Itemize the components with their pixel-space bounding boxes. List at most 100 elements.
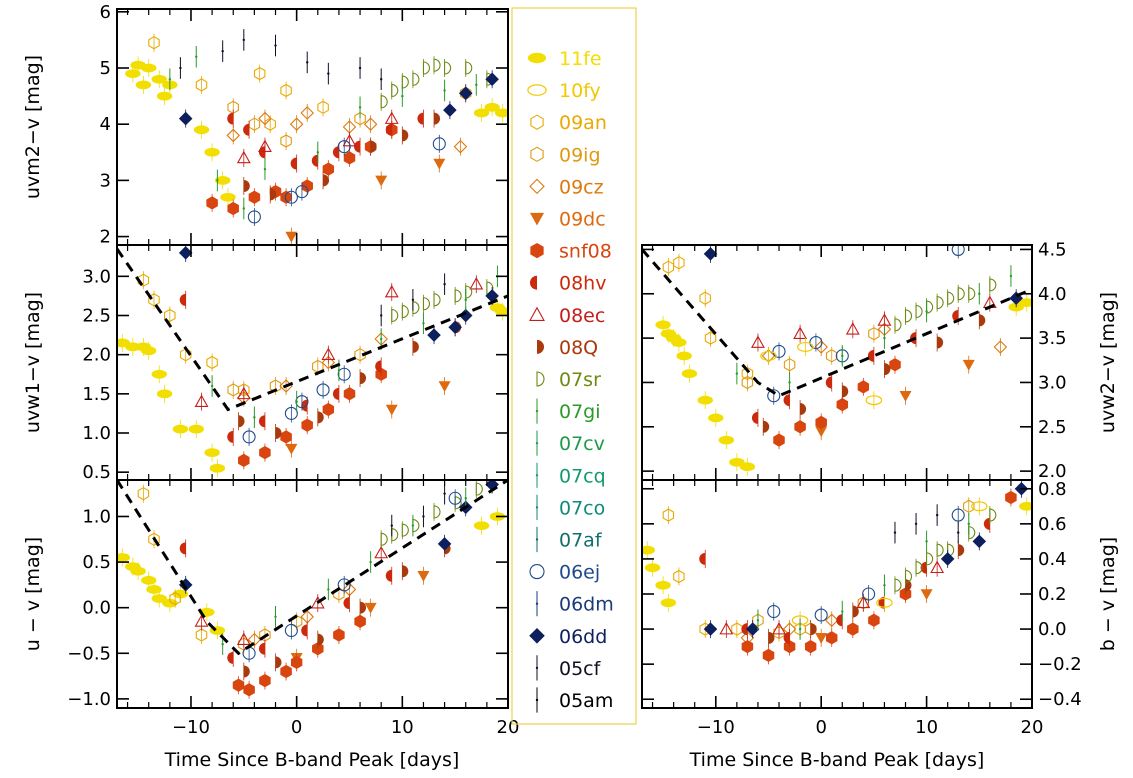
point-08hv: [179, 293, 186, 306]
point-08Q: [317, 633, 324, 646]
point-08Q: [979, 314, 986, 327]
panel-uvw1: 0.5 1.0 1.5 2.0 2.5 3.0 uvw1−v [mag]: [22, 244, 509, 483]
legend-entry-08hv: 08hv: [530, 273, 606, 295]
legend-label-06dm: 06dm: [559, 594, 614, 616]
point-08hv: [952, 309, 959, 322]
point-snf08: [343, 387, 356, 401]
y-tick-label: 2.0: [82, 345, 111, 366]
point-11fe: [473, 108, 490, 118]
point-08hv: [920, 561, 927, 574]
point-08hv: [311, 154, 318, 167]
point-06dd: [745, 622, 760, 636]
point-08Q: [412, 340, 419, 353]
point-07gi-center: [841, 354, 844, 358]
point-07gi-center: [337, 369, 341, 372]
point-08hv: [375, 360, 382, 373]
legend-label-11fe: 11fe: [559, 48, 602, 70]
point-snf08: [280, 430, 292, 444]
point-07sr: [465, 61, 473, 75]
point-08ec: [321, 347, 336, 361]
point-snf08: [868, 613, 880, 627]
point-08hv: [836, 614, 843, 627]
point-11fe: [214, 175, 231, 185]
point-09cz: [814, 340, 828, 354]
point-07sr: [391, 528, 399, 542]
point-08hv: [227, 430, 234, 443]
point-11fe: [655, 580, 671, 590]
point-09cz: [824, 613, 839, 628]
legend-marker-09ig: [530, 146, 544, 162]
point-08ec: [856, 595, 871, 609]
point-07gi-center: [475, 83, 478, 87]
point-09an: [164, 308, 176, 323]
y-tick-label: 4: [100, 114, 111, 135]
legend-marker-09dc: [530, 212, 544, 226]
point-06dd: [972, 534, 987, 549]
point-05cf-center: [443, 282, 446, 286]
x-tick-label: 10: [391, 717, 414, 738]
y-tick-label: 0.2: [1038, 584, 1067, 605]
x-tick-label: 10: [915, 717, 938, 738]
legend-marker-08hv: [530, 275, 537, 290]
point-07sr: [433, 505, 441, 519]
point-08Q: [434, 112, 441, 125]
point-08hv: [385, 569, 392, 582]
point-07gi-center: [295, 400, 298, 403]
y-tick-label: 3: [100, 170, 111, 191]
point-snf08: [280, 190, 292, 204]
point-07sr: [380, 95, 388, 109]
point-09an: [179, 348, 192, 362]
point-09dc: [433, 158, 446, 170]
point-11fe: [125, 342, 141, 352]
point-06ej: [951, 508, 965, 522]
point-09an: [169, 591, 181, 606]
point-09cz: [258, 111, 272, 126]
point-07sr: [475, 482, 483, 496]
point-06ej: [432, 137, 446, 151]
y-axis-label-u: u − v [mag]: [22, 537, 44, 651]
point-06ej: [242, 430, 256, 444]
point-07sr: [401, 75, 409, 89]
y-tick-label: 0.5: [82, 552, 111, 573]
legend-label-08ec: 08ec: [559, 305, 605, 327]
point-11fe: [697, 395, 713, 405]
panel-u-frame: [116, 479, 509, 709]
legend-marker-08Q: [537, 339, 544, 354]
point-09dc: [375, 175, 388, 187]
point-07sr: [422, 297, 431, 311]
y-tick-label: 3.5: [1038, 328, 1067, 349]
point-07sr: [915, 304, 923, 319]
point-snf08: [227, 201, 239, 216]
y-tick-label: 1.5: [82, 384, 111, 405]
point-11fe: [193, 125, 210, 135]
point-11fe: [151, 594, 167, 603]
point-09dc: [285, 231, 298, 243]
point-08ec: [845, 322, 860, 335]
point-09ig: [741, 375, 754, 390]
legend-label-09an: 09an: [559, 112, 607, 134]
legend-label-07af: 07af: [559, 530, 603, 552]
point-11fe: [156, 389, 173, 399]
point-07gi-center: [735, 372, 739, 375]
point-08hv: [258, 415, 265, 428]
point-11fe: [141, 575, 157, 585]
point-08hv: [301, 624, 308, 637]
point-11fe: [1019, 501, 1032, 511]
legend-entry-05cf: 05cf: [535, 655, 602, 681]
legend-marker-07co-center: [535, 506, 539, 509]
point-05cf-center: [411, 298, 415, 302]
point-08hv: [258, 146, 265, 159]
point-07gi-center: [379, 337, 383, 341]
point-05cf-center: [306, 61, 309, 64]
point-08Q: [852, 605, 859, 618]
y-tick-label: 6: [100, 2, 111, 23]
point-06ej: [862, 587, 876, 601]
panel-uvw2-plot-area: [642, 245, 1032, 476]
point-07gi-center: [1009, 274, 1013, 278]
point-09dc: [920, 589, 933, 600]
point-10fy: [970, 501, 988, 512]
point-08hv: [332, 387, 339, 400]
point-07gi-center: [464, 298, 467, 302]
point-07sr: [401, 305, 409, 319]
legend-entry-07cv: 07cv: [535, 430, 605, 456]
